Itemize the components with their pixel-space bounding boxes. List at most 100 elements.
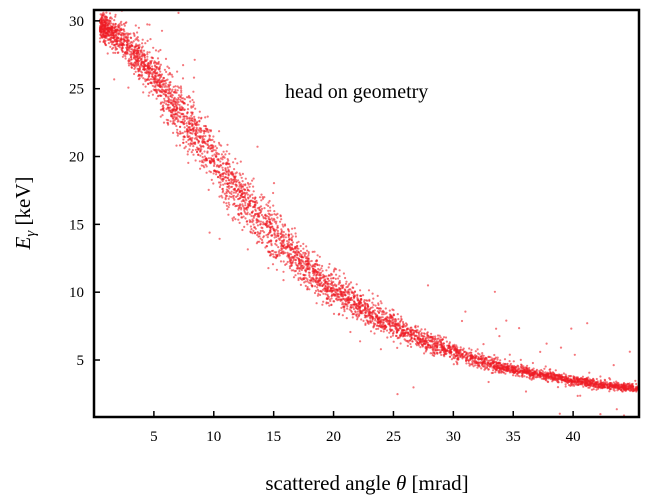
scatter-point [259, 220, 262, 223]
scatter-point [171, 94, 174, 97]
scatter-point [573, 383, 576, 386]
scatter-point [492, 369, 495, 372]
scatter-point [404, 325, 407, 328]
scatter-point [372, 303, 375, 306]
scatter-point [384, 324, 387, 327]
scatter-point [197, 153, 200, 156]
scatter-point [168, 81, 171, 84]
scatter-point [541, 370, 544, 373]
scatter-point [287, 241, 290, 244]
scatter-point [298, 252, 302, 256]
scatter-point [242, 183, 245, 186]
scatter-point [503, 358, 507, 361]
scatter-point [163, 90, 166, 93]
scatter-point [284, 236, 287, 239]
scatter-point [534, 370, 537, 373]
scatter-point [307, 257, 310, 260]
scatter-point [398, 324, 401, 327]
scatter-point [249, 199, 252, 203]
scatter-point [198, 119, 201, 122]
scatter-point [403, 338, 406, 341]
scatter-point [262, 215, 265, 218]
scatter-point [325, 275, 328, 278]
scatter-point [341, 295, 345, 298]
scatter-point [212, 157, 215, 160]
scatter-point [260, 199, 263, 202]
scatter-point [141, 38, 144, 41]
scatter-point [410, 328, 414, 332]
scatter-point [102, 29, 106, 32]
scatter-point [328, 304, 331, 307]
scatter-point [448, 351, 451, 354]
scatter-point [148, 78, 151, 81]
scatter-point [274, 253, 277, 256]
scatter-point [260, 241, 263, 244]
scatter-point [121, 49, 124, 52]
scatter-point [489, 363, 492, 366]
scatter-point [141, 42, 144, 45]
scatter-point [455, 360, 458, 363]
scatter-point [122, 34, 125, 37]
scatter-point [234, 218, 237, 221]
scatter-point [224, 153, 227, 156]
scatter-point [212, 182, 215, 185]
scatter-point [613, 389, 616, 392]
scatter-point [339, 284, 342, 287]
scatter-point [229, 172, 232, 175]
scatter-point [113, 30, 117, 34]
scatter-point [222, 201, 225, 204]
scatter-point [222, 162, 225, 165]
scatter-point [252, 205, 256, 208]
scatter-point [120, 38, 123, 41]
scatter-point [102, 17, 105, 20]
scatter-point [259, 229, 262, 233]
scatter-point [634, 379, 637, 382]
scatter-point [286, 240, 289, 243]
scatter-point [142, 68, 145, 71]
scatter-point [182, 97, 185, 100]
scatter-point [435, 344, 438, 347]
scatter-point [185, 140, 188, 144]
scatter-point [244, 177, 247, 180]
scatter-point [467, 362, 470, 365]
scatter-point [327, 274, 331, 277]
scatter-point [339, 288, 342, 291]
scatter-point [264, 246, 267, 249]
scatter-point [144, 59, 147, 63]
scatter-point [198, 110, 201, 113]
scatter-point [528, 377, 532, 380]
scatter-point [287, 233, 290, 236]
scatter-point [477, 358, 480, 361]
scatter-point [258, 196, 262, 199]
scatter-point [424, 347, 427, 350]
scatter-point [433, 340, 436, 343]
scatter-point [299, 283, 302, 286]
scatter-point [330, 303, 333, 306]
scatter-point [547, 380, 550, 384]
scatter-point [352, 297, 356, 300]
scatter-point [577, 383, 580, 386]
scatter-point [253, 226, 256, 229]
scatter-point [317, 270, 320, 273]
scatter-point [549, 375, 552, 378]
scatter-point [164, 82, 167, 85]
scatter-point [248, 185, 251, 188]
scatter-point [343, 310, 346, 313]
scatter-point [493, 367, 496, 370]
scatter-point [463, 351, 466, 354]
scatter-point [232, 178, 235, 181]
scatter-point [133, 72, 136, 76]
scatter-point [172, 105, 175, 108]
scatter-point [203, 155, 206, 158]
scatter-point [186, 111, 189, 114]
scatter-point [195, 121, 198, 124]
scatter-point [518, 367, 521, 371]
scatter-point [322, 292, 325, 295]
scatter-point [231, 173, 234, 176]
scatter-point [186, 103, 189, 106]
scatter-point [201, 140, 204, 143]
scatter-point [187, 126, 190, 129]
scatter-point [134, 58, 137, 61]
scatter-point [275, 240, 278, 243]
scatter-point [225, 150, 228, 153]
